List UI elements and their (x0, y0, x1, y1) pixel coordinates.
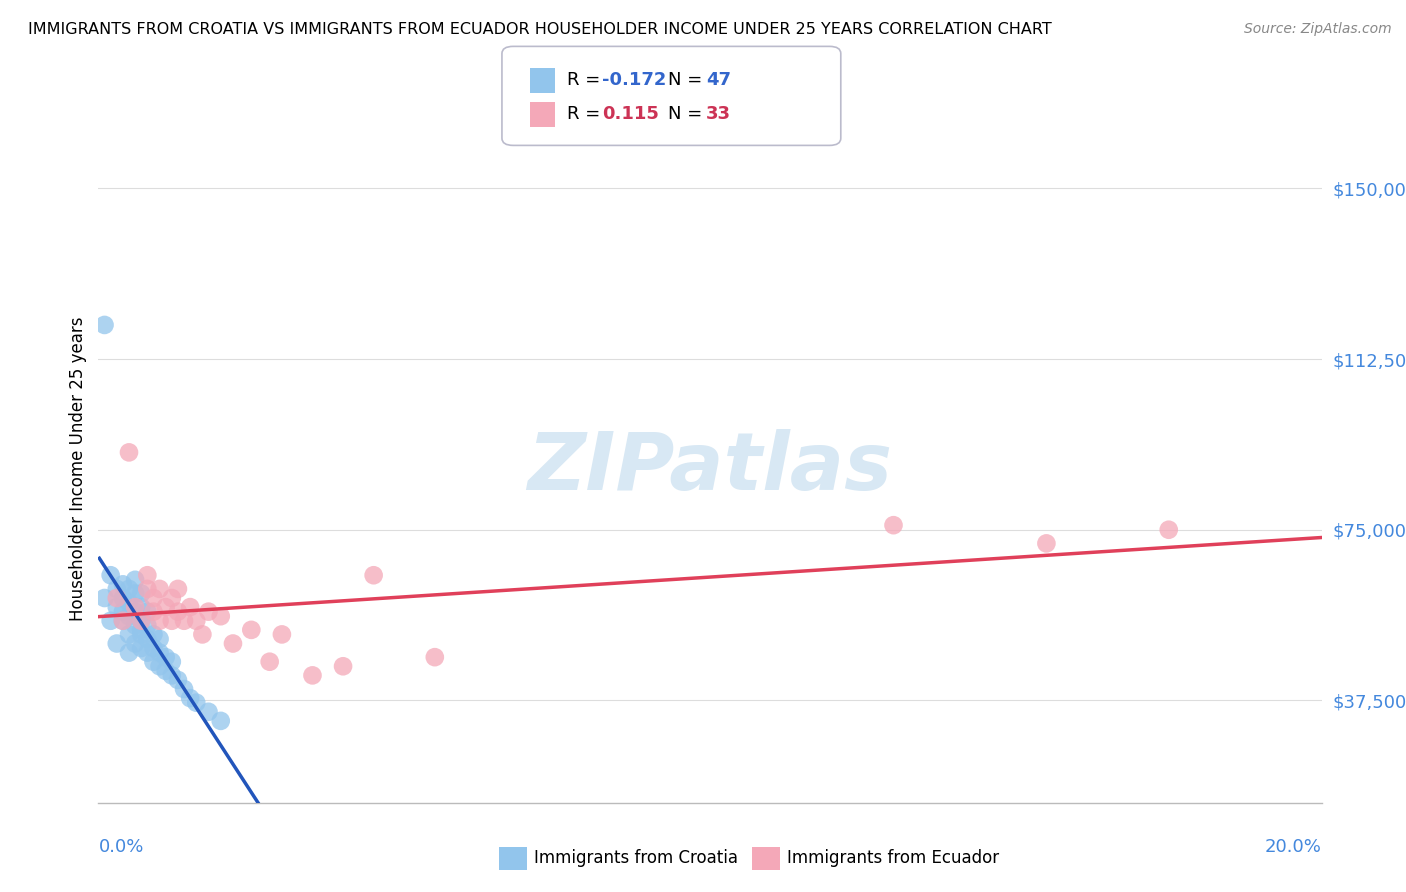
Text: 33: 33 (706, 105, 731, 123)
Point (149, 659, 172, 673)
Point (160, 655, 183, 669)
Point (129, 627, 152, 641)
Point (149, 632, 172, 646)
Point (883, 518, 905, 533)
Text: Immigrants from Croatia: Immigrants from Croatia (534, 849, 738, 867)
Point (142, 641, 165, 656)
Point (167, 605, 190, 619)
Point (1157, 523, 1180, 537)
Point (363, 568, 385, 582)
Point (186, 614, 208, 628)
Point (136, 632, 159, 646)
Point (111, 614, 134, 628)
Point (118, 609, 141, 624)
Text: 0.115: 0.115 (602, 105, 658, 123)
Point (142, 627, 165, 641)
Point (136, 618, 159, 632)
Point (240, 623, 263, 637)
Point (124, 586, 146, 600)
Text: 0.0%: 0.0% (98, 838, 143, 856)
Point (129, 623, 152, 637)
Point (222, 636, 245, 650)
Text: -0.172: -0.172 (602, 71, 666, 89)
Point (100, 614, 122, 628)
Point (93, 318, 115, 332)
Point (160, 668, 183, 682)
Point (124, 600, 146, 615)
Point (142, 591, 165, 605)
Point (142, 605, 165, 619)
Point (209, 714, 232, 728)
Point (93, 591, 115, 605)
Text: IMMIGRANTS FROM CROATIA VS IMMIGRANTS FROM ECUADOR HOUSEHOLDER INCOME UNDER 25 Y: IMMIGRANTS FROM CROATIA VS IMMIGRANTS FR… (28, 22, 1052, 37)
Point (136, 646, 159, 660)
Text: 20.0%: 20.0% (1265, 838, 1322, 856)
Point (124, 605, 146, 619)
Text: ZIPatlas: ZIPatlas (527, 429, 893, 508)
Point (118, 445, 141, 459)
Point (124, 636, 146, 650)
Point (136, 605, 159, 619)
Point (129, 641, 152, 656)
Point (270, 627, 292, 641)
Point (179, 691, 201, 706)
Text: R =: R = (567, 105, 612, 123)
Point (129, 586, 152, 600)
Point (197, 605, 219, 619)
Point (186, 696, 208, 710)
Point (423, 650, 446, 665)
Point (111, 591, 134, 605)
Point (149, 614, 172, 628)
Point (105, 600, 128, 615)
Point (155, 600, 177, 615)
Point (179, 600, 201, 615)
Point (259, 655, 281, 669)
Point (111, 614, 134, 628)
Point (167, 582, 190, 596)
Point (160, 614, 183, 628)
Point (149, 582, 172, 596)
Point (1035, 536, 1057, 550)
Point (111, 605, 134, 619)
Point (173, 681, 195, 696)
Point (136, 568, 159, 582)
Y-axis label: Householder Income Under 25 years: Householder Income Under 25 years (69, 316, 87, 621)
Point (301, 668, 323, 682)
Point (105, 591, 128, 605)
Point (118, 627, 141, 641)
Point (149, 646, 172, 660)
Point (167, 673, 190, 687)
Point (124, 618, 146, 632)
Point (100, 568, 122, 582)
Point (160, 591, 183, 605)
Point (142, 655, 165, 669)
Point (129, 600, 152, 615)
Point (111, 577, 134, 591)
Point (209, 609, 232, 624)
Point (105, 636, 128, 650)
Point (136, 582, 159, 596)
Point (173, 614, 195, 628)
Point (197, 705, 219, 719)
Point (118, 646, 141, 660)
Point (105, 582, 128, 596)
Text: R =: R = (567, 71, 606, 89)
Text: 47: 47 (706, 71, 731, 89)
Point (332, 659, 354, 673)
Point (191, 627, 214, 641)
Text: N =: N = (668, 105, 707, 123)
Point (118, 596, 141, 610)
Point (129, 614, 152, 628)
Text: Source: ZipAtlas.com: Source: ZipAtlas.com (1244, 22, 1392, 37)
Point (155, 664, 177, 678)
Point (129, 614, 152, 628)
Text: Immigrants from Ecuador: Immigrants from Ecuador (787, 849, 1000, 867)
Point (155, 650, 177, 665)
Text: N =: N = (668, 71, 707, 89)
Point (118, 582, 141, 596)
Point (124, 573, 146, 587)
